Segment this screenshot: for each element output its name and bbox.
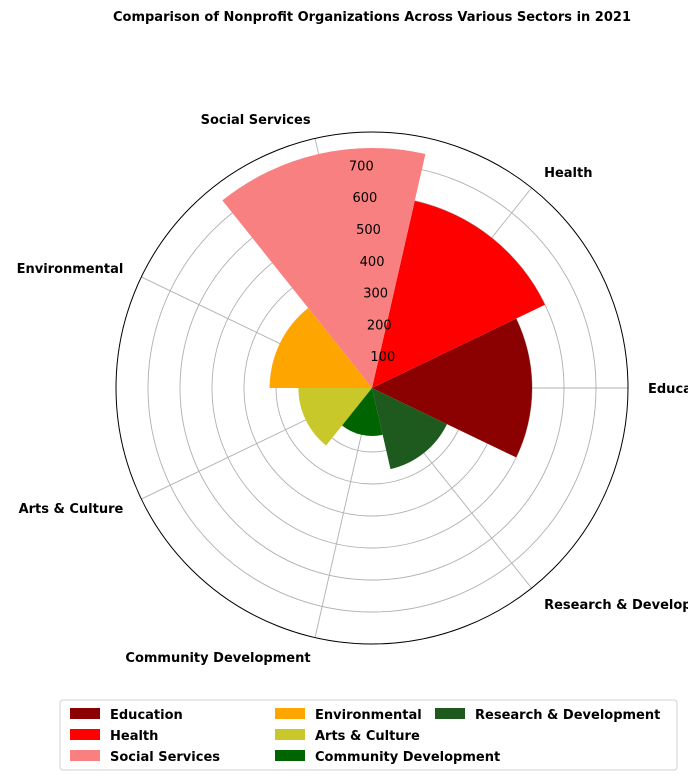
bar-environmental xyxy=(269,307,372,388)
legend-label-environmental: Environmental xyxy=(315,708,422,723)
legend-label-health: Health xyxy=(110,729,158,744)
legend-label-arts-and-culture: Arts & Culture xyxy=(315,729,420,744)
legend-label-community-development: Community Development xyxy=(315,750,500,765)
radial-tick-label: 600 xyxy=(353,191,378,206)
legend-swatch-education xyxy=(70,708,100,719)
legend-swatch-health xyxy=(70,729,100,740)
category-label-education: Education xyxy=(648,382,688,397)
legend-swatch-community-development xyxy=(275,750,305,761)
category-label-research-and-development: Research & Development xyxy=(544,598,688,613)
chart-title: Comparison of Nonprofit Organizations Ac… xyxy=(113,10,631,25)
legend-box xyxy=(59,699,678,771)
category-label-community-development: Community Development xyxy=(125,651,310,666)
legend: Education Health Social Services Environmen… xyxy=(59,699,678,771)
radial-tick-label: 100 xyxy=(370,350,395,365)
bars xyxy=(222,147,545,470)
legend-label-social-services: Social Services xyxy=(110,750,220,765)
legend-label-education: Education xyxy=(110,708,183,723)
radial-tick-label: 400 xyxy=(360,255,385,270)
radial-tick-label: 200 xyxy=(367,318,392,333)
radial-tick-label: 500 xyxy=(356,223,381,238)
bar-health xyxy=(372,200,545,388)
radial-tick-labels: 100 200 300 400 500 600 700 xyxy=(349,159,395,365)
legend-label-research-and-development: Research & Development xyxy=(475,708,660,723)
category-label-health: Health xyxy=(544,166,592,181)
radial-tick-label: 300 xyxy=(363,287,388,302)
polar-frame xyxy=(115,131,629,645)
radial-tick-label: 700 xyxy=(349,159,374,174)
legend-swatch-arts-and-culture xyxy=(275,729,305,740)
legend-swatch-environmental xyxy=(275,708,305,719)
legend-swatch-social-services xyxy=(70,750,100,761)
bar-education xyxy=(372,318,533,458)
bar-social-services xyxy=(222,147,426,388)
category-label-environmental: Environmental xyxy=(17,262,124,277)
legend-swatch-research-and-development xyxy=(435,708,465,719)
bar-arts-and-culture xyxy=(298,388,372,446)
bar-community-development xyxy=(342,388,383,436)
category-labels: Education Health Social Services Environmen… xyxy=(17,113,688,666)
bar-research-and-development xyxy=(372,388,447,470)
category-label-arts-and-culture: Arts & Culture xyxy=(19,502,124,517)
category-label-social-services: Social Services xyxy=(201,113,311,128)
